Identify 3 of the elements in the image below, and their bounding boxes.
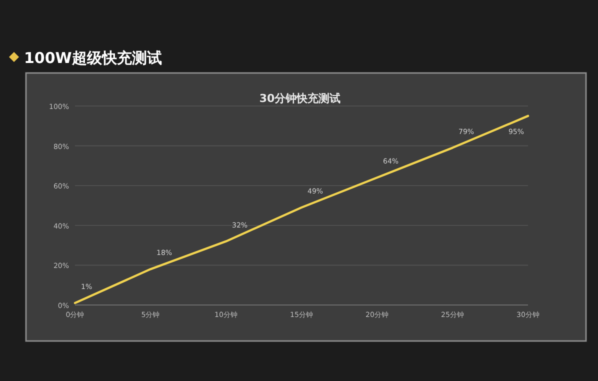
chart-title: 100W超级快充测试 xyxy=(24,49,162,67)
chart-subtitle: 30分钟快充测试 xyxy=(259,92,341,105)
line-series xyxy=(74,114,530,304)
